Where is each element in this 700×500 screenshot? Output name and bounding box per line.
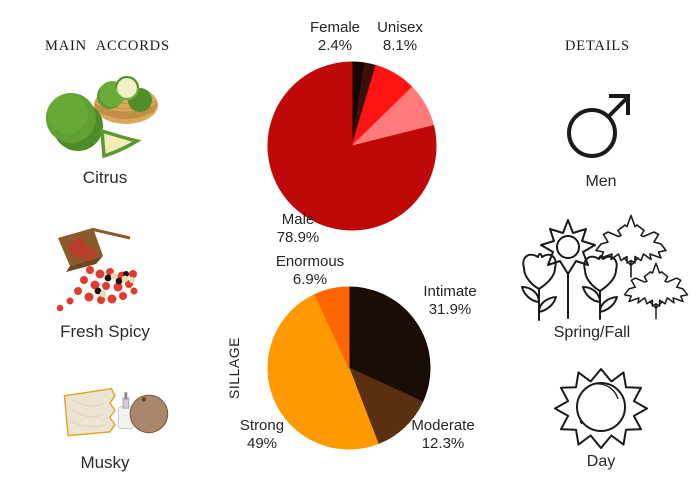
svg-text:Male: Male xyxy=(282,211,315,228)
svg-text:78.9%: 78.9% xyxy=(277,229,320,246)
svg-text:8.1%: 8.1% xyxy=(383,37,417,54)
svg-text:Moderate: Moderate xyxy=(411,417,474,434)
svg-text:12.3%: 12.3% xyxy=(422,435,465,452)
svg-text:31.9%: 31.9% xyxy=(429,301,472,318)
svg-text:Day: Day xyxy=(587,453,615,470)
svg-text:6.9%: 6.9% xyxy=(293,271,327,288)
svg-text:Intimate: Intimate xyxy=(423,283,476,300)
svg-text:Spring/Fall: Spring/Fall xyxy=(554,324,630,341)
svg-text:Men: Men xyxy=(585,173,616,190)
svg-text:Unisex: Unisex xyxy=(377,19,423,36)
svg-text:Strong: Strong xyxy=(240,417,284,434)
svg-text:49%: 49% xyxy=(247,435,277,452)
svg-text:2.4%: 2.4% xyxy=(318,37,352,54)
svg-text:Enormous: Enormous xyxy=(276,253,344,270)
svg-text:Female: Female xyxy=(310,19,360,36)
svg-text:SILLAGE: SILLAGE xyxy=(226,337,242,399)
